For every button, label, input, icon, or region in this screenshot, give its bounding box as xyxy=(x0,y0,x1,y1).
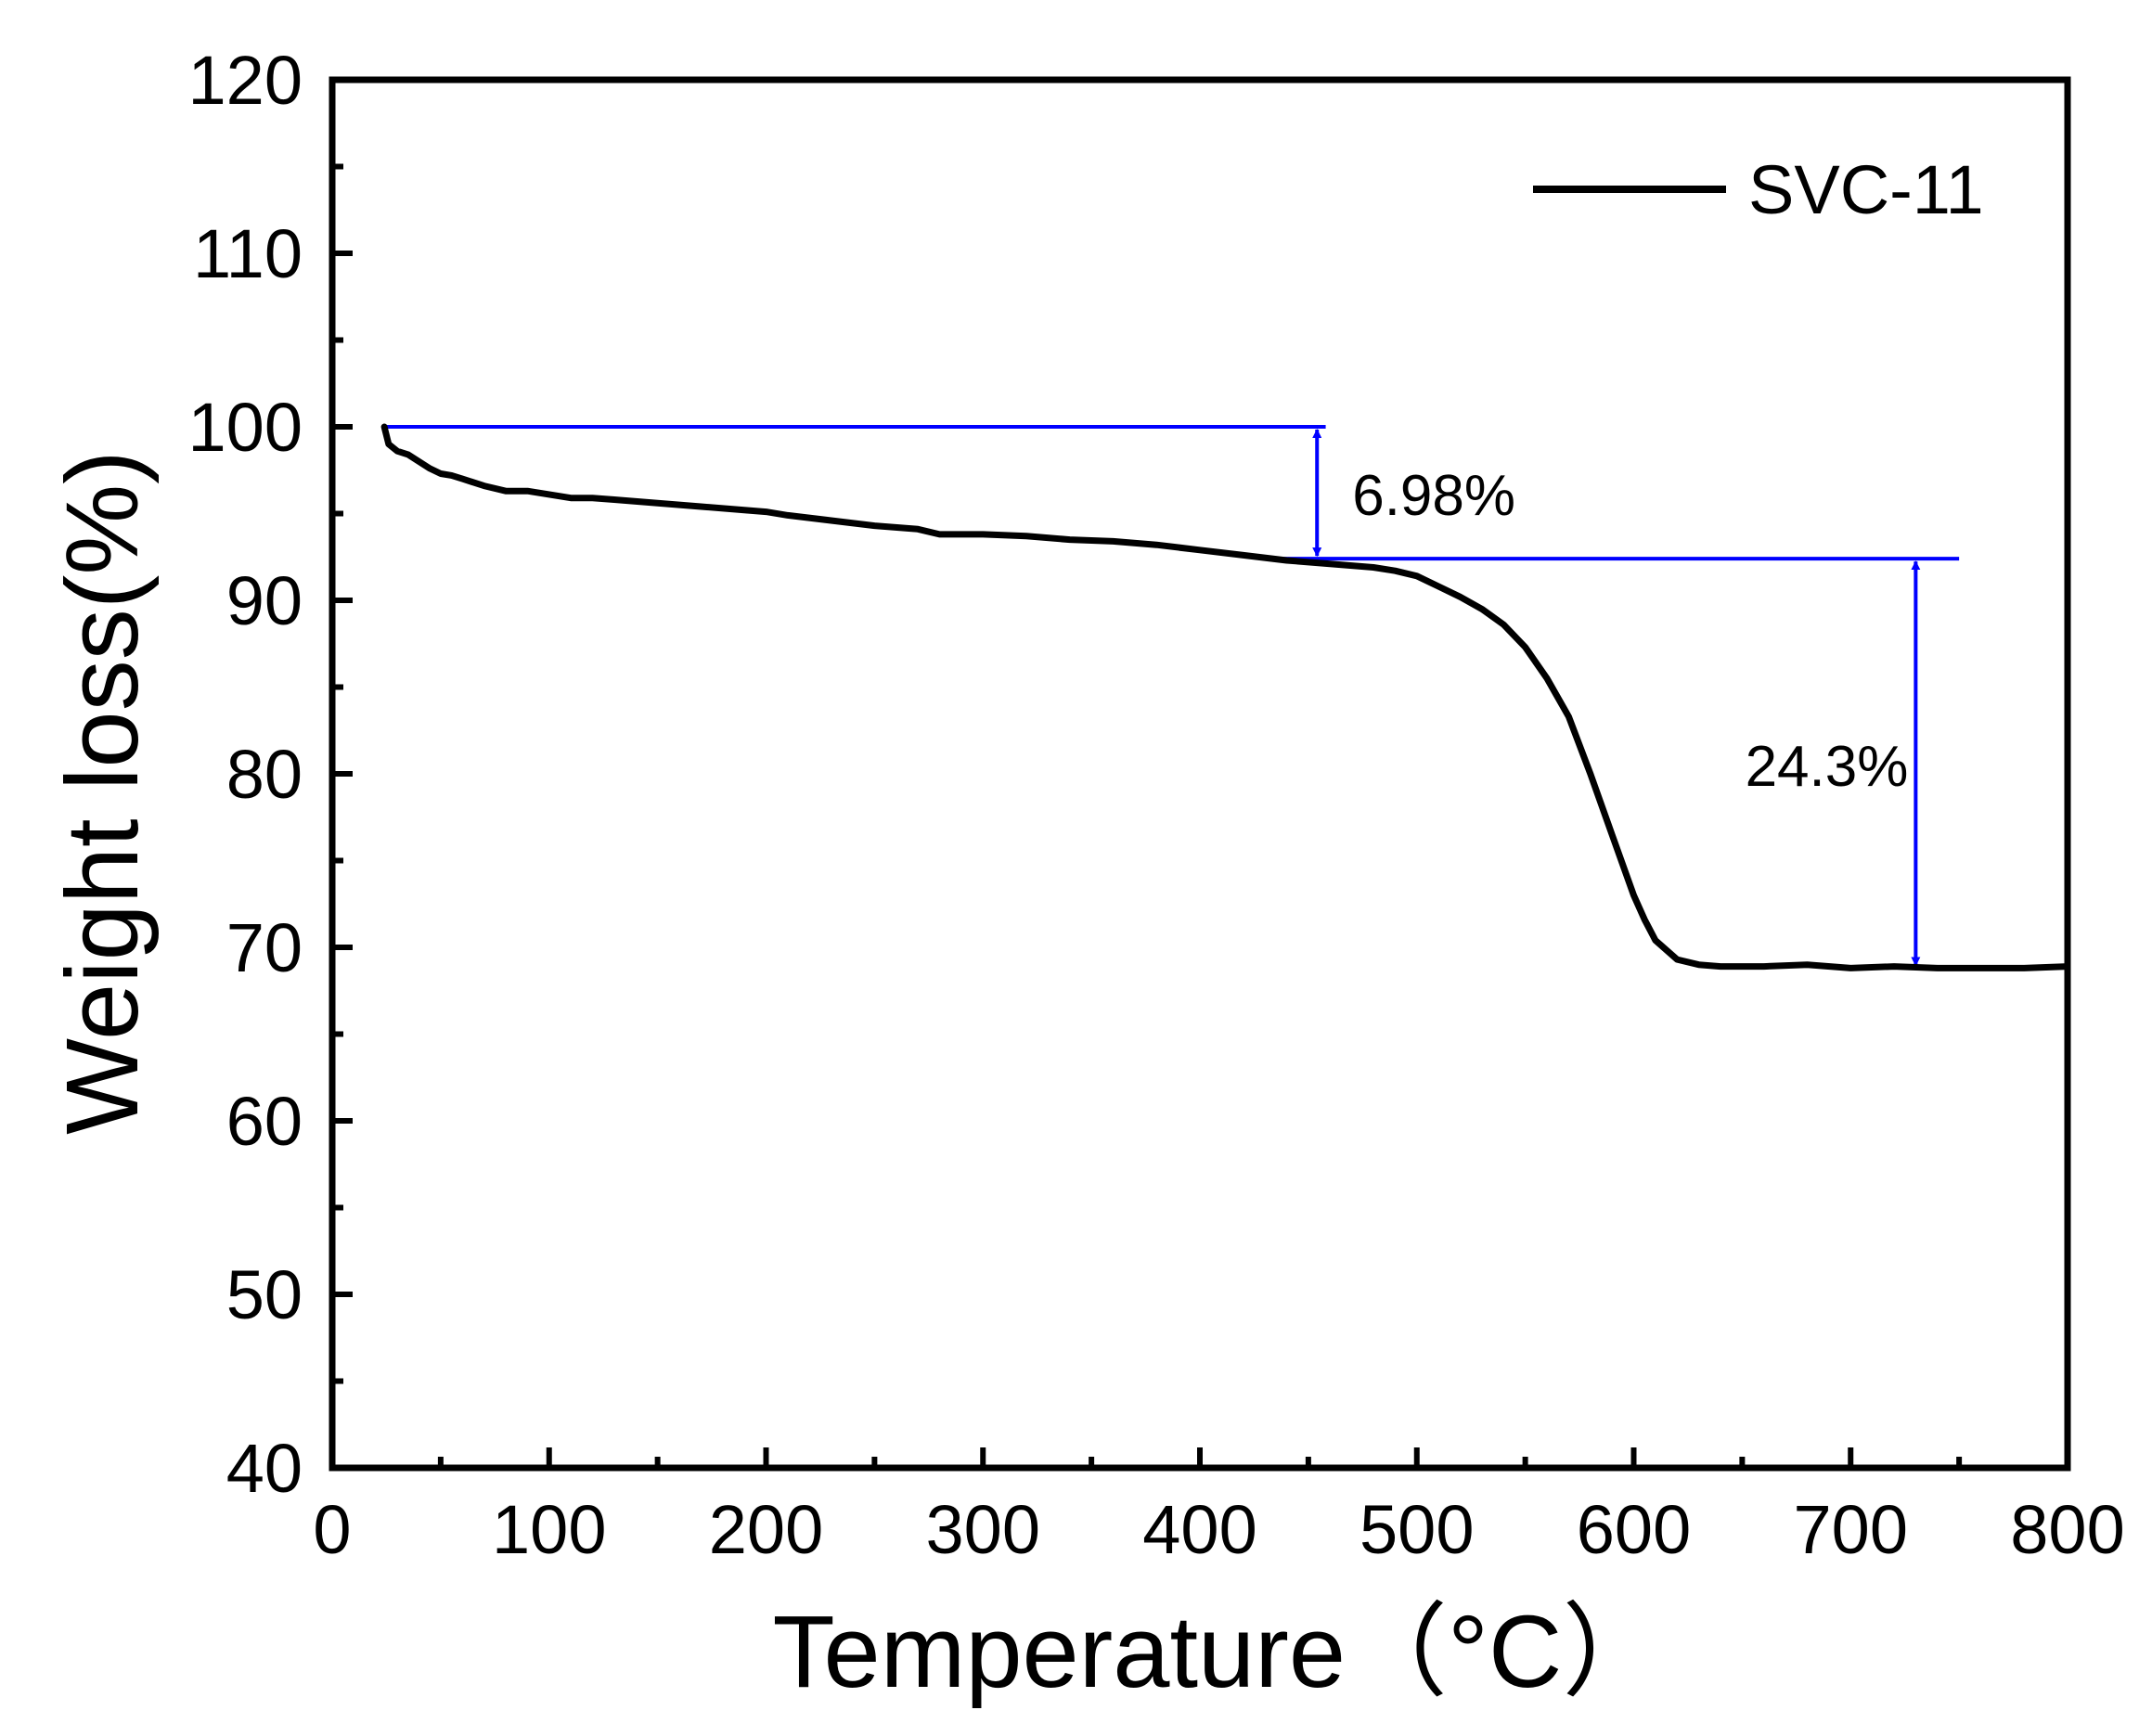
annotation-label-2: 24.3% xyxy=(1746,735,1909,799)
legend: SVC-11 xyxy=(1533,151,1984,228)
y-tick-label: 70 xyxy=(226,909,303,986)
y-tick-label: 120 xyxy=(188,42,303,119)
x-axis-title: Temperature（°C） xyxy=(773,1595,1665,1709)
x-tick-label: 800 xyxy=(2010,1491,2124,1568)
x-tick-label: 700 xyxy=(1794,1491,1908,1568)
y-tick-label: 50 xyxy=(226,1256,303,1333)
x-axis: 0 100 200 300 400 500 600 700 800 xyxy=(313,1447,2125,1568)
y-tick-label: 90 xyxy=(226,562,303,639)
x-tick-label: 100 xyxy=(492,1491,606,1568)
x-tick-label: 0 xyxy=(313,1491,351,1568)
svc-11-line xyxy=(380,423,2071,971)
y-tick-label: 80 xyxy=(226,736,303,813)
x-tick-label: 400 xyxy=(1142,1491,1256,1568)
x-tick-label: 600 xyxy=(1577,1491,1691,1568)
x-tick-label: 500 xyxy=(1359,1491,1474,1568)
y-tick-label: 110 xyxy=(193,215,303,292)
annotations: 6.98% 24.3% xyxy=(386,425,1960,967)
y-tick-label: 100 xyxy=(188,389,303,466)
y-axis-title: Weight loss(%) xyxy=(45,450,160,1135)
y-axis: 40 50 60 70 80 90 100 110 120 xyxy=(188,42,353,1507)
annotation-label-1: 6.98% xyxy=(1352,464,1515,528)
x-tick-label: 200 xyxy=(709,1491,823,1568)
y-tick-label: 60 xyxy=(226,1083,303,1160)
y-tick-label: 40 xyxy=(226,1430,303,1507)
legend-label-svc-11: SVC-11 xyxy=(1748,151,1984,228)
x-tick-label: 300 xyxy=(926,1491,1040,1568)
